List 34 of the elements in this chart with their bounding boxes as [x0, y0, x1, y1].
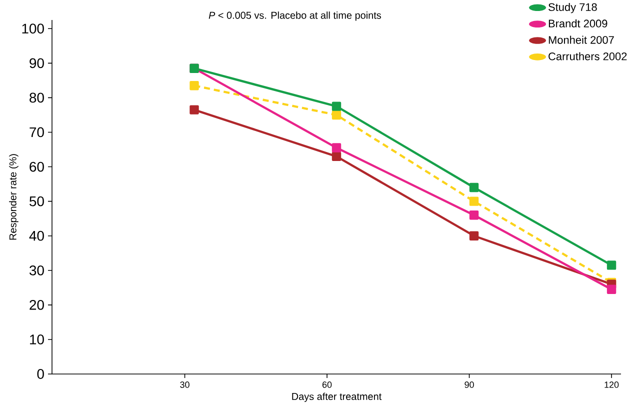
point: [332, 110, 342, 120]
annotation: P < 0.005 vs. Placebo at all time points: [208, 12, 382, 21]
y-tick-label: 40: [29, 230, 44, 241]
y-axis-title: Responder rate (%): [9, 154, 18, 240]
y-tick-label: 10: [30, 334, 44, 344]
y-tick-label: 0: [37, 369, 44, 379]
y-tick-label: 20: [30, 300, 44, 310]
y-tick-label: 50: [30, 196, 44, 206]
point: [332, 152, 342, 162]
legend-label: Brandt 2009: [548, 19, 608, 28]
y-tick-label: 70: [30, 127, 44, 138]
y-tick-label: 90: [30, 58, 44, 68]
legend-label: Study 718: [548, 2, 597, 14]
point: [469, 196, 479, 206]
point: [190, 105, 199, 114]
point: [332, 143, 342, 152]
point: [332, 102, 342, 111]
point: [469, 182, 479, 192]
point: [469, 210, 479, 220]
y-tick-label: 80: [30, 92, 44, 103]
legend-label: Carruthers 2002: [548, 52, 627, 60]
point: [606, 284, 616, 294]
legend-label: Monheit 2007: [548, 36, 614, 44]
point: [606, 260, 616, 270]
point: [190, 81, 199, 90]
point: [469, 231, 479, 240]
x-tick-label: 120: [604, 382, 619, 388]
x-tick-label: 30: [180, 382, 190, 388]
y-tick-label: 30: [30, 265, 44, 276]
x-tick-label: 60: [322, 382, 332, 388]
x-axis-title: Days after treatment: [292, 392, 382, 402]
y-tick-label: 100: [22, 24, 44, 34]
y-tick-label: 60: [30, 162, 44, 172]
x-tick-label: 90: [464, 382, 474, 388]
